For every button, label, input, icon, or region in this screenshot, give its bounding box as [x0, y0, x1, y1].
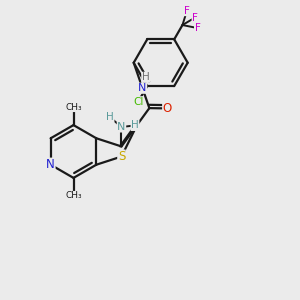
Text: N: N [138, 83, 147, 93]
Text: Cl: Cl [133, 97, 143, 107]
Text: F: F [192, 13, 198, 22]
Text: H: H [106, 112, 114, 122]
Text: N: N [117, 122, 126, 132]
Text: O: O [163, 102, 172, 115]
Text: F: F [194, 23, 200, 33]
Text: CH₃: CH₃ [65, 103, 82, 112]
Text: N: N [46, 158, 55, 171]
Text: H: H [142, 72, 149, 82]
Text: H: H [131, 121, 139, 130]
Text: S: S [118, 150, 125, 163]
Text: F: F [184, 6, 190, 16]
Text: CH₃: CH₃ [65, 191, 82, 200]
